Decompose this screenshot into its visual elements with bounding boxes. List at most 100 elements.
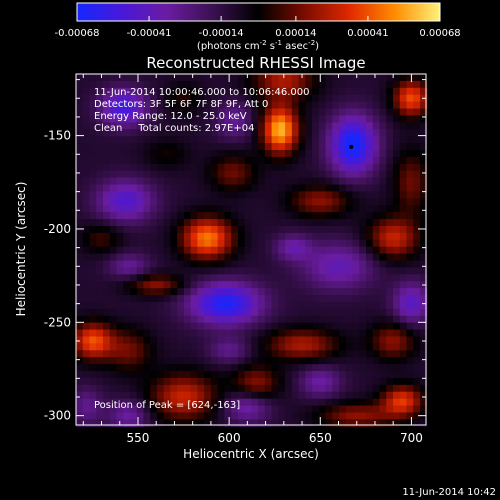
- heatmap-cell: [76, 136, 84, 144]
- heatmap-cell: [285, 149, 293, 158]
- heatmap-cell: [143, 163, 151, 172]
- heatmap-cell: [170, 308, 178, 317]
- heatmap-cell: [82, 80, 91, 89]
- heatmap-cell: [285, 225, 293, 234]
- heatmap-cell: [413, 122, 421, 130]
- heatmap-cell: [177, 108, 185, 117]
- heatmap-cell: [156, 212, 165, 220]
- heatmap-cell: [210, 357, 219, 365]
- heatmap-cell: [82, 419, 91, 427]
- heatmap-cell: [96, 308, 104, 317]
- heatmap-cell: [298, 170, 306, 179]
- heatmap-cell: [386, 108, 394, 117]
- heatmap-cell: [231, 232, 239, 241]
- heatmap-cell: [129, 350, 138, 358]
- heatmap-cell: [386, 184, 394, 193]
- heatmap-cell: [150, 405, 158, 414]
- heatmap-cell: [379, 122, 387, 130]
- heatmap-cell: [345, 74, 354, 82]
- heatmap-cell: [393, 170, 401, 179]
- heatmap-cell: [332, 149, 340, 158]
- heatmap-cell: [237, 143, 246, 151]
- heatmap-cell: [352, 212, 360, 220]
- heatmap-cell: [251, 315, 259, 324]
- heatmap-cell: [278, 239, 286, 248]
- heatmap-cell: [258, 149, 266, 158]
- heatmap-cell: [393, 315, 401, 324]
- heatmap-cell: [224, 170, 232, 179]
- heatmap-cell: [285, 205, 293, 213]
- heatmap-cell: [82, 260, 91, 269]
- heatmap-cell: [419, 357, 428, 365]
- heatmap-cell: [217, 163, 225, 172]
- heatmap-cell: [82, 163, 91, 172]
- heatmap-cell: [406, 212, 414, 220]
- heatmap-cell: [312, 412, 320, 420]
- heatmap-cell: [399, 308, 408, 317]
- heatmap-cell: [204, 74, 212, 82]
- heatmap-cell: [386, 343, 394, 351]
- heatmap-cell: [332, 288, 340, 296]
- heatmap-cell: [163, 336, 172, 345]
- heatmap-cell: [237, 74, 246, 82]
- heatmap-cell: [413, 260, 421, 269]
- heatmap-cell: [82, 384, 91, 393]
- heatmap-cell: [231, 115, 239, 123]
- heatmap-cell: [210, 246, 219, 255]
- heatmap-cell: [123, 260, 131, 269]
- y-tick-label: -250: [44, 315, 71, 329]
- heatmap-cell: [291, 205, 300, 213]
- heatmap-cell: [109, 329, 118, 338]
- heatmap-cell: [237, 108, 246, 117]
- heatmap-cell: [325, 295, 333, 303]
- heatmap-cell: [312, 350, 320, 358]
- heatmap-cell: [244, 405, 252, 414]
- heatmap-cell: [264, 87, 273, 96]
- heatmap-cell: [339, 377, 347, 386]
- heatmap-cell: [406, 184, 414, 193]
- heatmap-cell: [231, 281, 239, 289]
- heatmap-cell: [143, 343, 151, 351]
- heatmap-cell: [204, 115, 212, 123]
- heatmap-cell: [393, 398, 401, 407]
- heatmap-cell: [163, 405, 172, 414]
- heatmap-cell: [231, 267, 239, 275]
- heatmap-cell: [109, 336, 118, 345]
- heatmap-cell: [379, 419, 387, 427]
- heatmap-cell: [96, 350, 104, 358]
- heatmap-cell: [386, 198, 394, 206]
- heatmap-cell: [372, 398, 381, 407]
- heatmap-cell: [96, 336, 104, 345]
- heatmap-cell: [190, 94, 198, 103]
- heatmap-cell: [406, 391, 414, 400]
- heatmap-cell: [366, 412, 374, 420]
- heatmap-cell: [129, 336, 138, 345]
- heatmap-cell: [82, 288, 91, 296]
- heatmap-cell: [237, 301, 246, 310]
- heatmap-cell: [251, 295, 259, 303]
- heatmap-cell: [210, 336, 219, 345]
- heatmap-cell: [102, 288, 111, 296]
- heatmap-cell: [264, 163, 273, 172]
- heatmap-cell: [224, 405, 232, 414]
- heatmap-cell: [170, 163, 178, 172]
- heatmap-cell: [325, 398, 333, 407]
- heatmap-cell: [419, 315, 428, 324]
- heatmap-cell: [379, 156, 387, 165]
- heatmap-cell: [406, 371, 414, 379]
- heatmap-cell: [379, 357, 387, 365]
- heatmap-cell: [264, 315, 273, 324]
- heatmap-cell: [359, 115, 367, 123]
- heatmap-cell: [312, 288, 320, 296]
- heatmap-cell: [210, 329, 219, 338]
- heatmap-cell: [204, 281, 212, 289]
- heatmap-cell: [76, 364, 84, 372]
- heatmap-cell: [116, 143, 124, 151]
- heatmap-cell: [366, 198, 374, 206]
- heatmap-cell: [197, 246, 205, 255]
- heatmap-cell: [372, 170, 381, 179]
- heatmap-cell: [413, 170, 421, 179]
- heatmap-cell: [217, 412, 225, 420]
- heatmap-cell: [386, 336, 394, 345]
- x-tick-label: 600: [218, 431, 241, 445]
